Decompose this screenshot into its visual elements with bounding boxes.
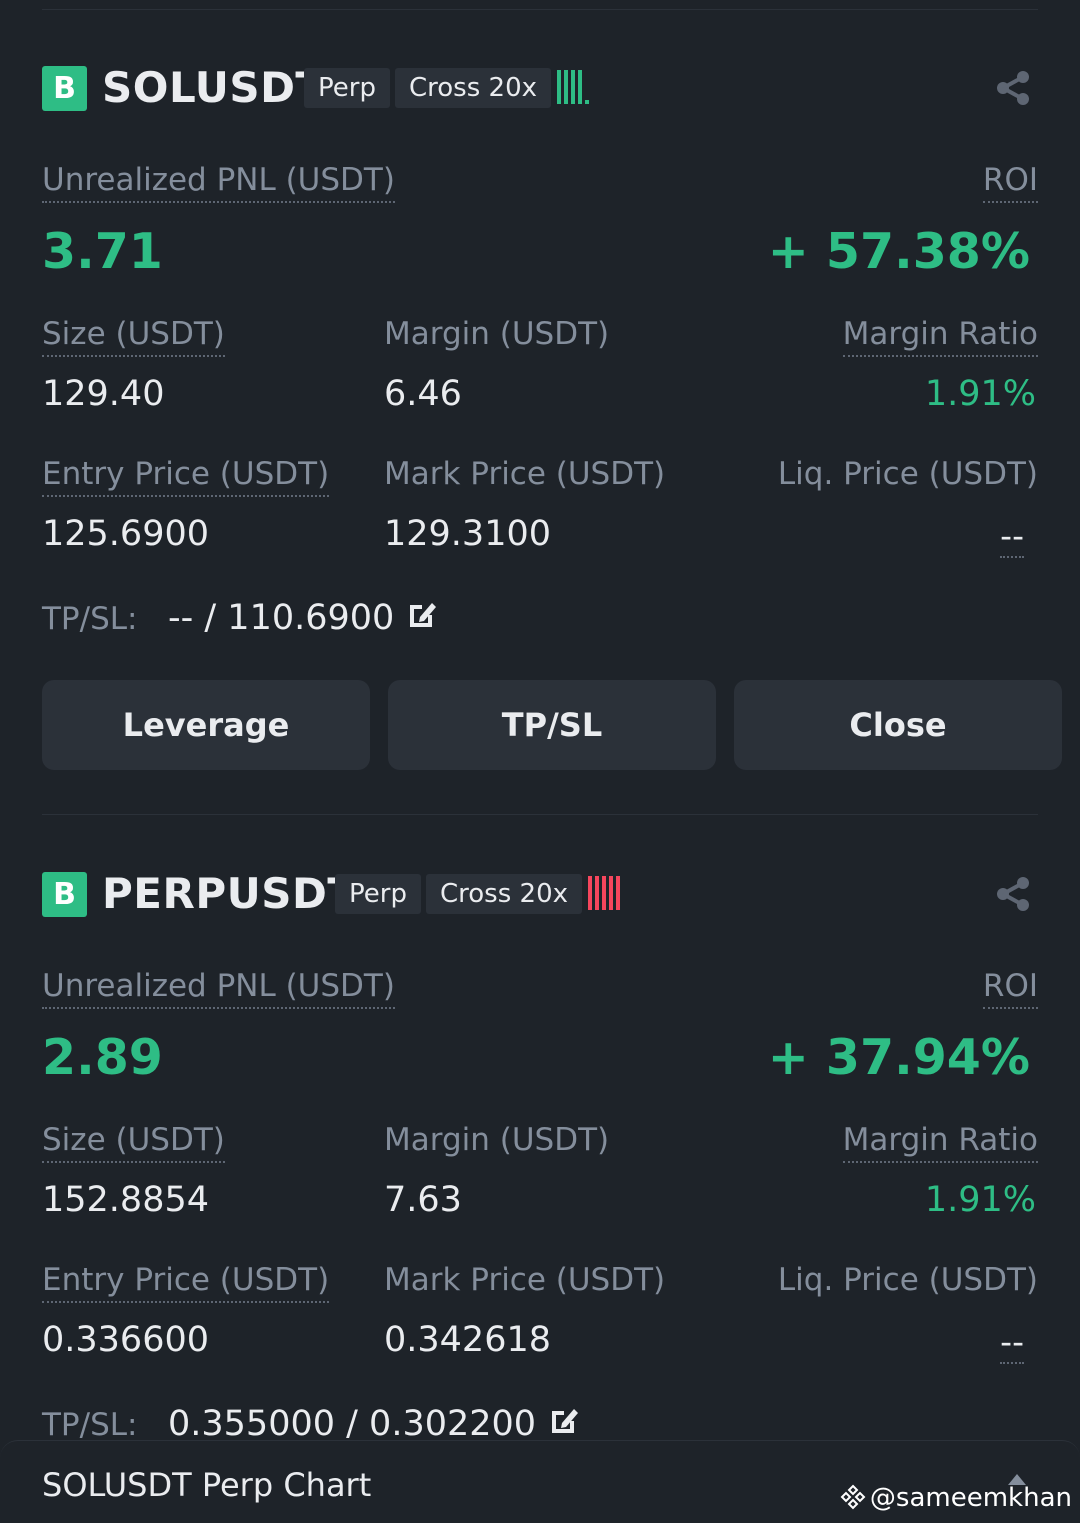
type-tag: Perp	[335, 874, 421, 914]
liq-price-label: Liq. Price (USDT)	[777, 456, 1038, 492]
size-label[interactable]: Size (USDT)	[42, 1120, 225, 1163]
size-label[interactable]: Size (USDT)	[42, 314, 225, 357]
unrealized-pnl-value: 2.89	[42, 1029, 163, 1086]
edit-icon[interactable]	[406, 599, 438, 631]
entry-price-value: 125.6900	[42, 514, 210, 554]
size-value: 152.8854	[42, 1180, 210, 1220]
margin-value: 7.63	[384, 1180, 462, 1220]
margin-mode-tag[interactable]: Cross 20x	[395, 68, 552, 108]
position-symbol[interactable]: PERPUSDT	[102, 869, 357, 918]
exchange-badge: B	[42, 872, 87, 917]
tpsl-label: TP/SL:	[42, 601, 138, 637]
margin-risk-bars-icon	[588, 876, 620, 910]
close-button[interactable]: Close	[734, 680, 1062, 770]
tpsl-value: 0.355000 / 0.302200	[168, 1404, 537, 1444]
mark-price-value: 0.342618	[384, 1320, 552, 1360]
share-icon[interactable]	[996, 70, 1030, 106]
margin-label: Margin (USDT)	[384, 1122, 610, 1158]
margin-label: Margin (USDT)	[384, 316, 610, 352]
watermark-handle: @sameemkhan	[869, 1483, 1072, 1513]
roi-value: + 37.94%	[767, 1029, 1030, 1086]
unrealized-pnl-value: 3.71	[42, 223, 163, 280]
expand-arrow-icon[interactable]	[1006, 1471, 1028, 1487]
liq-price-value[interactable]: --	[1000, 516, 1024, 558]
position-card-perpusdt: B PERPUSDT Perp Cross 20x Unrealized PNL…	[42, 870, 1038, 1444]
entry-price-value: 0.336600	[42, 1320, 210, 1360]
leverage-button[interactable]: Leverage	[42, 680, 370, 770]
tpsl-value: -- / 110.6900	[168, 598, 395, 638]
watermark: @sameemkhan	[840, 1481, 1072, 1515]
roi-label[interactable]: ROI	[982, 160, 1038, 203]
entry-price-label[interactable]: Entry Price (USDT)	[42, 1260, 330, 1303]
entry-price-label[interactable]: Entry Price (USDT)	[42, 454, 330, 497]
unrealized-pnl-label[interactable]: Unrealized PNL (USDT)	[42, 160, 395, 203]
margin-risk-bars-icon	[557, 70, 589, 104]
position-card-solusdt: B SOLUSDT Perp Cross 20x Unrealized PNL …	[42, 64, 1062, 774]
tpsl-label: TP/SL:	[42, 1407, 138, 1443]
liq-price-label: Liq. Price (USDT)	[777, 1262, 1038, 1298]
share-icon[interactable]	[996, 876, 1030, 912]
size-value: 129.40	[42, 374, 165, 414]
margin-value: 6.46	[384, 374, 462, 414]
chart-drawer[interactable]: SOLUSDT Perp Chart @sameemkhan	[0, 1440, 1080, 1523]
roi-value: + 57.38%	[767, 223, 1030, 280]
mark-price-label: Mark Price (USDT)	[384, 456, 666, 492]
mark-price-value: 129.3100	[384, 514, 552, 554]
margin-mode-tag[interactable]: Cross 20x	[426, 874, 583, 914]
position-header: B SOLUSDT Perp Cross 20x	[42, 64, 1038, 114]
top-divider	[42, 9, 1038, 10]
margin-ratio-label[interactable]: Margin Ratio	[842, 1120, 1038, 1163]
margin-ratio-value: 1.91%	[924, 1180, 1036, 1220]
position-header: B PERPUSDT Perp Cross 20x	[42, 870, 1038, 920]
exchange-badge: B	[42, 66, 87, 111]
section-divider	[42, 814, 1038, 815]
position-symbol[interactable]: SOLUSDT	[102, 63, 325, 112]
unrealized-pnl-label[interactable]: Unrealized PNL (USDT)	[42, 966, 395, 1009]
chart-title[interactable]: SOLUSDT Perp Chart	[42, 1466, 372, 1504]
tpsl-button[interactable]: TP/SL	[388, 680, 716, 770]
edit-icon[interactable]	[548, 1405, 580, 1437]
margin-ratio-value: 1.91%	[924, 374, 1036, 414]
tpsl-row: TP/SL: 0.355000 / 0.302200	[42, 1404, 580, 1448]
margin-ratio-label[interactable]: Margin Ratio	[842, 314, 1038, 357]
liq-price-value[interactable]: --	[1000, 1322, 1024, 1364]
mark-price-label: Mark Price (USDT)	[384, 1262, 666, 1298]
roi-label[interactable]: ROI	[982, 966, 1038, 1009]
tpsl-row: TP/SL: -- / 110.6900	[42, 598, 438, 642]
binance-logo-icon	[840, 1484, 866, 1510]
type-tag: Perp	[304, 68, 390, 108]
